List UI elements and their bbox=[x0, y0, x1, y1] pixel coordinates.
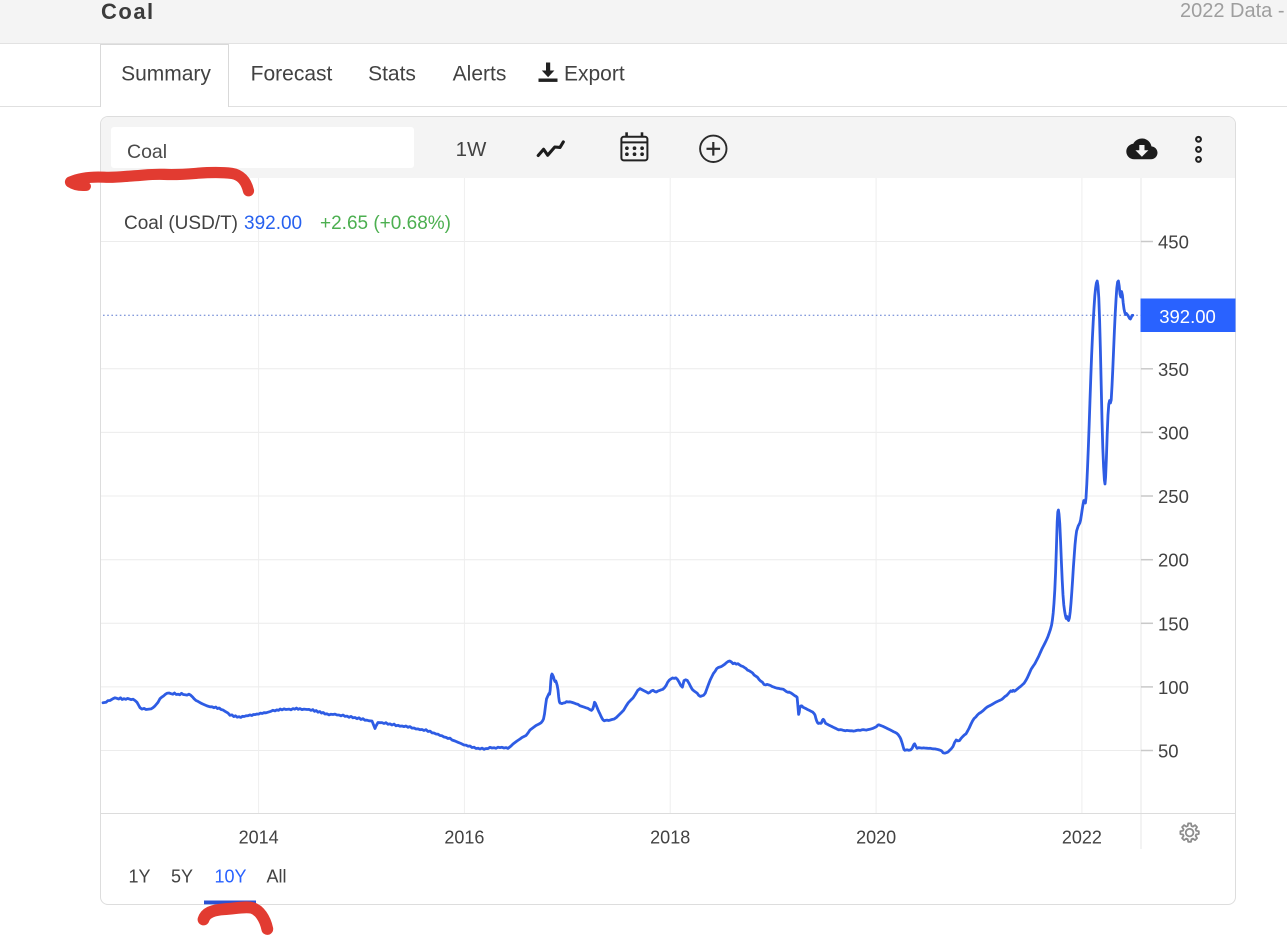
svg-text:1Y: 1Y bbox=[128, 867, 150, 887]
svg-text:5Y: 5Y bbox=[171, 867, 193, 887]
svg-text:250: 250 bbox=[1158, 486, 1189, 507]
svg-text:Alerts: Alerts bbox=[453, 63, 507, 86]
svg-text:450: 450 bbox=[1158, 232, 1189, 253]
svg-text:Export: Export bbox=[564, 63, 625, 86]
svg-text:100: 100 bbox=[1158, 677, 1189, 698]
svg-text:All: All bbox=[266, 867, 286, 887]
svg-text:50: 50 bbox=[1158, 741, 1179, 762]
svg-text:2020: 2020 bbox=[856, 828, 896, 848]
svg-text:Coal (USD/T): Coal (USD/T) bbox=[124, 213, 238, 234]
svg-text:2014: 2014 bbox=[239, 828, 279, 848]
svg-text:Forecast: Forecast bbox=[251, 63, 333, 86]
svg-text:+2.65 (+0.68%): +2.65 (+0.68%) bbox=[320, 213, 451, 234]
svg-text:2018: 2018 bbox=[650, 828, 690, 848]
svg-text:200: 200 bbox=[1158, 550, 1189, 571]
svg-text:2022: 2022 bbox=[1062, 828, 1102, 848]
svg-text:150: 150 bbox=[1158, 613, 1189, 634]
svg-text:2016: 2016 bbox=[444, 828, 484, 848]
svg-text:Summary: Summary bbox=[121, 63, 211, 86]
svg-text:Stats: Stats bbox=[368, 63, 416, 86]
svg-text:392.00: 392.00 bbox=[1159, 306, 1216, 327]
svg-text:300: 300 bbox=[1158, 422, 1189, 443]
svg-text:10Y: 10Y bbox=[214, 867, 246, 887]
svg-text:1W: 1W bbox=[456, 138, 487, 161]
svg-text:Coal: Coal bbox=[127, 141, 167, 163]
svg-text:392.00: 392.00 bbox=[244, 213, 302, 234]
svg-text:350: 350 bbox=[1158, 359, 1189, 380]
